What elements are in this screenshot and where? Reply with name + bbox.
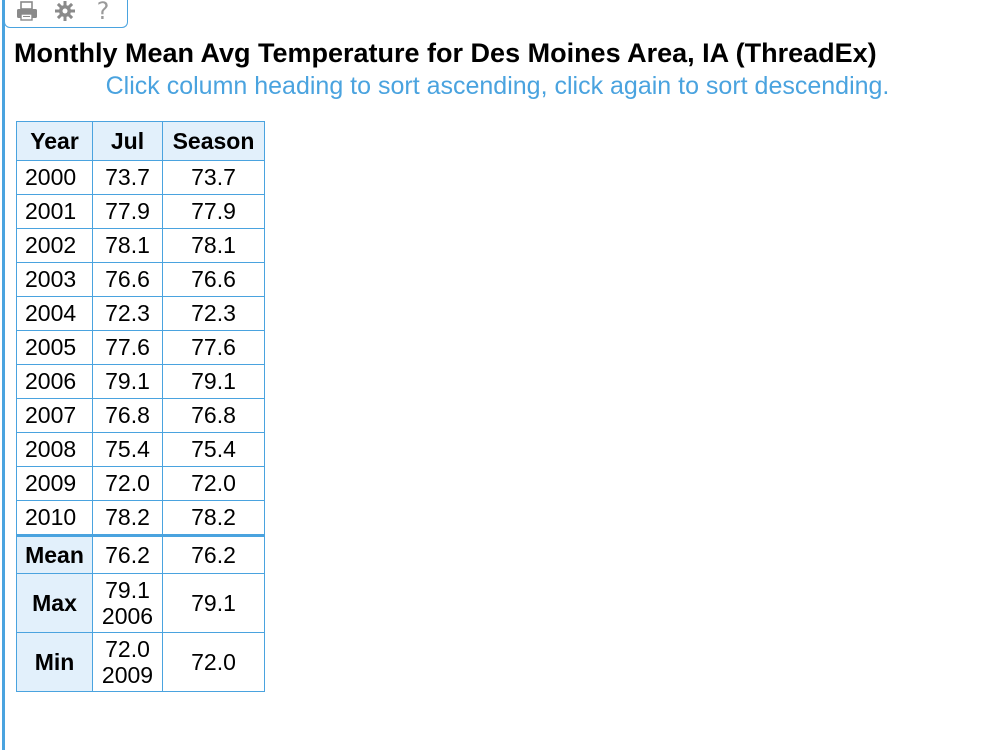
table-row: 2005 77.6 77.6: [16, 330, 265, 365]
cell-jul: 73.7: [92, 160, 163, 195]
cell-season: 78.1: [162, 228, 265, 263]
table-row: 2010 78.2 78.2: [16, 500, 265, 536]
print-icon[interactable]: [15, 0, 39, 23]
cell-jul-max: 79.1 2006: [92, 573, 163, 633]
summary-label-mean: Mean: [16, 534, 93, 574]
cell-season: 72.0: [162, 632, 265, 692]
column-header-year[interactable]: Year: [16, 121, 93, 161]
cell-jul: 72.0: [92, 466, 163, 501]
table-row: 2004 72.3 72.3: [16, 296, 265, 331]
gear-icon[interactable]: [53, 0, 77, 23]
cell-jul: 75.4: [92, 432, 163, 467]
cell-year: 2001: [16, 194, 93, 229]
help-icon[interactable]: ?: [96, 0, 110, 25]
cell-year: 2005: [16, 330, 93, 365]
cell-jul: 78.1: [92, 228, 163, 263]
table-header-row: Year Jul Season: [16, 121, 265, 161]
temperature-table: Year Jul Season 2000 73.7 73.7 2001 77.9…: [16, 121, 265, 692]
cell-season: 72.0: [162, 466, 265, 501]
cell-year: 2008: [16, 432, 93, 467]
column-header-jul[interactable]: Jul: [92, 121, 163, 161]
table-row: 2008 75.4 75.4: [16, 432, 265, 467]
min-value: 72.0: [105, 636, 150, 662]
table-row: 2009 72.0 72.0: [16, 466, 265, 501]
cell-season: 72.3: [162, 296, 265, 331]
summary-label-max: Max: [16, 573, 93, 633]
max-year: 2006: [101, 603, 154, 629]
cell-year: 2003: [16, 262, 93, 297]
cell-season: 75.4: [162, 432, 265, 467]
cell-jul-min: 72.0 2009: [92, 632, 163, 692]
cell-jul: 76.8: [92, 398, 163, 433]
cell-season: 77.6: [162, 330, 265, 365]
cell-year: 2004: [16, 296, 93, 331]
cell-season: 79.1: [162, 573, 265, 633]
sort-instruction: Click column heading to sort ascending, …: [105, 72, 890, 100]
cell-jul: 72.3: [92, 296, 163, 331]
cell-jul: 76.6: [92, 262, 163, 297]
table-row: 2007 76.8 76.8: [16, 398, 265, 433]
left-border: [2, 0, 5, 750]
cell-jul: 77.9: [92, 194, 163, 229]
cell-year: 2009: [16, 466, 93, 501]
cell-season: 76.2: [162, 534, 265, 574]
cell-year: 2010: [16, 500, 93, 536]
cell-jul: 76.2: [92, 534, 163, 574]
cell-season: 77.9: [162, 194, 265, 229]
cell-season: 76.8: [162, 398, 265, 433]
summary-row-max: Max 79.1 2006 79.1: [16, 573, 265, 633]
table-row: 2003 76.6 76.6: [16, 262, 265, 297]
cell-year: 2007: [16, 398, 93, 433]
summary-row-min: Min 72.0 2009 72.0: [16, 632, 265, 692]
toolbar: ?: [4, 0, 128, 28]
table-row: 2006 79.1 79.1: [16, 364, 265, 399]
cell-season: 76.6: [162, 262, 265, 297]
cell-season: 73.7: [162, 160, 265, 195]
summary-row-mean: Mean 76.2 76.2: [16, 534, 265, 574]
cell-jul: 77.6: [92, 330, 163, 365]
table-row: 2002 78.1 78.1: [16, 228, 265, 263]
max-value: 79.1: [105, 577, 150, 603]
cell-year: 2000: [16, 160, 93, 195]
cell-season: 78.2: [162, 500, 265, 536]
table-row: 2001 77.9 77.9: [16, 194, 265, 229]
summary-label-min: Min: [16, 632, 93, 692]
cell-jul: 79.1: [92, 364, 163, 399]
cell-season: 79.1: [162, 364, 265, 399]
table-row: 2000 73.7 73.7: [16, 160, 265, 195]
page-title: Monthly Mean Avg Temperature for Des Moi…: [14, 38, 877, 68]
cell-year: 2002: [16, 228, 93, 263]
cell-year: 2006: [16, 364, 93, 399]
cell-jul: 78.2: [92, 500, 163, 536]
column-header-season[interactable]: Season: [162, 121, 265, 161]
min-year: 2009: [101, 662, 154, 688]
